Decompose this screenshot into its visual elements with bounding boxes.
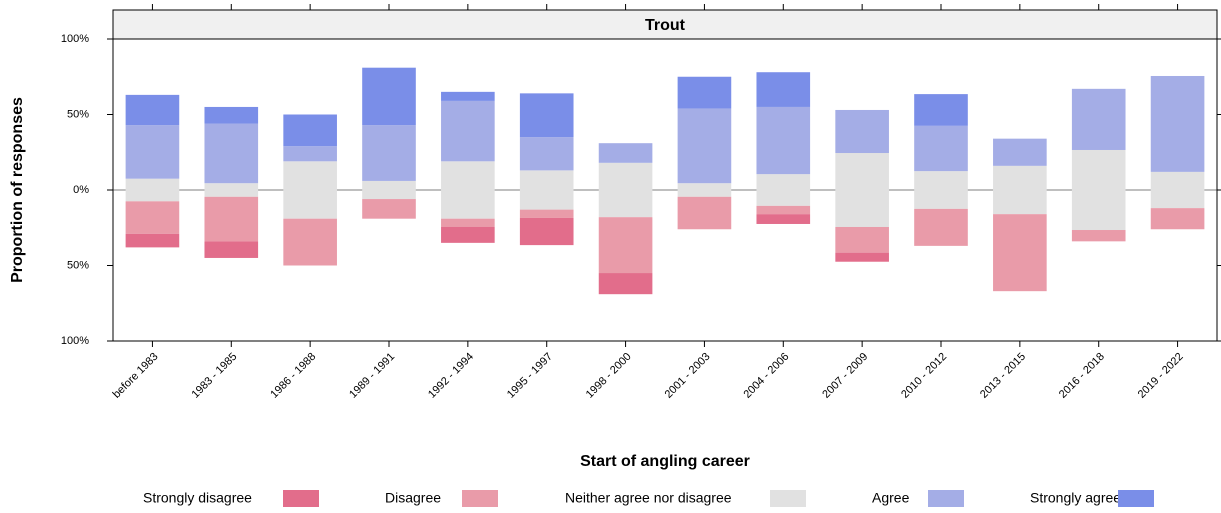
bar-segment [125,178,180,202]
legend-swatch [462,490,498,507]
bar-segment [362,125,416,181]
chart-title: Trout [645,17,686,34]
x-tick-label: 2001 - 2003 [663,351,713,401]
x-tick-label: 1983 - 1985 [189,351,239,401]
bar-segment [598,273,653,295]
bar-segment [914,94,968,126]
bar-segment [283,146,337,162]
x-tick-label: 1995 - 1997 [505,351,555,401]
bar-segment [441,218,495,227]
legend-label: Strongly disagree [143,490,252,506]
bar-segment [756,205,811,215]
y-tick-label: 50% [67,259,89,271]
bar-segment [598,217,653,274]
bar-segment [1150,208,1205,230]
x-tick-label: 2004 - 2006 [741,351,791,401]
y-tick-label: 0% [73,184,89,196]
x-tick-label: 1998 - 2000 [584,351,634,401]
bar-segment [993,214,1047,292]
bar-segment [204,106,259,124]
bar-segment [677,76,732,109]
legend-swatch [770,490,806,507]
bar-segment [125,125,180,179]
plot-frame [112,9,1218,342]
bar-segment [1071,230,1126,242]
bar-segment [835,153,889,227]
bar-segment [993,165,1047,215]
bar-segment [677,196,732,230]
x-tick-label: 2007 - 2009 [820,351,870,401]
bar-segment [519,170,574,210]
legend-label: Disagree [385,490,441,506]
bar-segment [441,91,495,101]
x-tick-label: 2016 - 2018 [1057,351,1107,401]
bar-segment [756,106,811,175]
bar-segment [125,201,180,234]
bar-segment [914,171,968,209]
bar-segment [835,226,889,253]
bar-segment [1071,88,1126,150]
y-axis-label: Proportion of responses [9,97,26,283]
bar-segment [1150,75,1205,172]
strip [112,9,1218,40]
bar-segment [598,143,653,163]
bar-segment [677,183,732,197]
x-tick-label: 1986 - 1988 [268,351,318,401]
bar-segment [519,93,574,138]
bar-segment [204,183,259,197]
legend-swatch [1118,490,1154,507]
bar-segment [1071,149,1126,231]
bar-segment [677,108,732,184]
bar-segment [441,226,495,243]
bar-segment [914,208,968,246]
bar-segment [519,209,574,218]
bar-segment [756,72,811,107]
x-axis-label: Start of angling career [580,453,750,470]
x-tick-label: 2010 - 2012 [899,351,949,401]
bar-segment [756,174,811,206]
x-tick-label: before 1983 [111,351,161,401]
bar-segment [914,125,968,172]
legend-label: Strongly agree [1030,490,1121,506]
legend-label: Agree [872,490,910,506]
bar-segment [1150,171,1205,209]
bar-segment [125,94,180,126]
legend-swatch [928,490,964,507]
x-tick-label: 2019 - 2022 [1136,351,1186,401]
x-tick-label: 1989 - 1991 [347,351,397,401]
bar-segment [204,241,259,258]
bar-segment [441,100,495,162]
x-tick-label: 2013 - 2015 [978,351,1028,401]
bar-segment [362,180,416,200]
x-tick-label: 1992 - 1994 [426,351,476,401]
bar-segment [283,218,337,266]
bar-segment [519,137,574,171]
y-tick-label: 50% [67,108,89,120]
bar-segment [283,114,337,147]
legend-swatch [283,490,319,507]
bar-segment [125,233,180,248]
bar-segment [598,162,653,218]
bar-segment [835,109,889,154]
bar-segment [519,217,574,246]
bar-segment [283,161,337,219]
bar-segment [362,67,416,126]
bar-segment [835,252,889,262]
bar-segment [756,214,811,224]
y-tick-label: 100% [61,335,89,347]
bar-segment [204,123,259,184]
y-tick-label: 100% [61,33,89,45]
bar-segment [362,199,416,219]
bar-segment [204,196,259,242]
bar-segment [993,138,1047,166]
bar-segment [441,161,495,219]
legend-label: Neither agree nor disagree [565,490,732,506]
